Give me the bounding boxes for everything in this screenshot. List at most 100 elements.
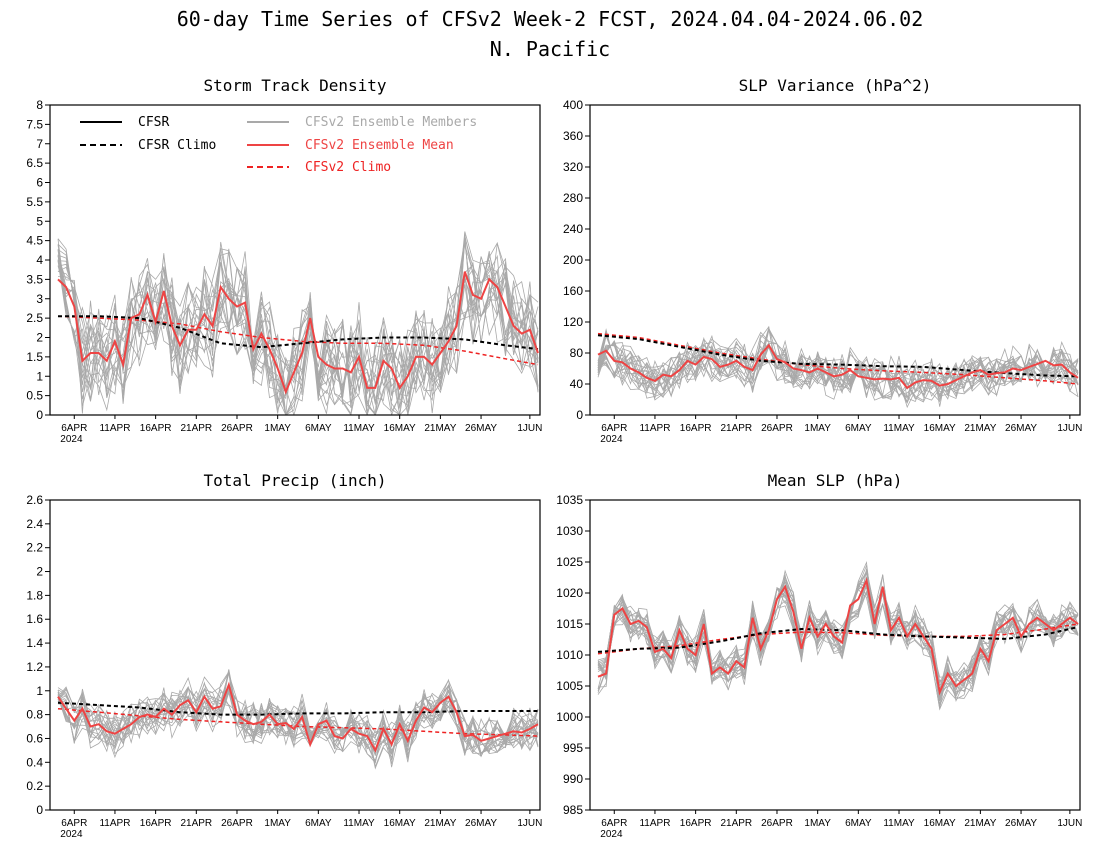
ensemble-member-line xyxy=(597,574,1079,703)
y-tick-label: 2.6 xyxy=(26,493,43,507)
y-tick-label: 0.4 xyxy=(26,755,43,769)
y-tick-label: 0.6 xyxy=(26,731,43,745)
legend-cfsr-label: CFSR xyxy=(138,115,169,130)
ensemble-member-line xyxy=(597,344,1079,398)
x-tick-label: 16APR xyxy=(140,818,172,829)
y-tick-label: 1035 xyxy=(556,493,583,507)
ensemble-member-line xyxy=(597,573,1079,701)
y-tick-label: 5 xyxy=(36,214,43,228)
x-tick-label: 1JUN xyxy=(1057,818,1082,829)
x-tick-label: 21MAY xyxy=(964,423,996,434)
y-tick-label: 2.5 xyxy=(26,311,43,325)
x-tick-label: 1JUN xyxy=(517,423,542,434)
cfsv2-climo-line xyxy=(597,332,1079,385)
x-tick-label: 11MAY xyxy=(883,818,915,829)
chart-panel-3: Total Precip (inch) 0 0.2 0.4 0.6 0.8 1 1.2 1.4 1… xyxy=(26,471,542,840)
y-tick-label: 2.4 xyxy=(26,517,43,531)
ensemble-mean-line xyxy=(597,343,1079,390)
y-tick-label: 1 xyxy=(36,369,43,383)
ensemble-mean-line xyxy=(57,271,539,395)
x-tick-label: 21MAY xyxy=(424,818,456,829)
y-tick-label: 1025 xyxy=(556,555,583,569)
chart-panel-4: Mean SLP (hPa) 985 990 995 1000 1005 1010 1015 1… xyxy=(556,471,1082,840)
ensemble-members xyxy=(597,560,1079,711)
ensemble-member-line xyxy=(57,239,539,415)
x-tick-label: 1MAY xyxy=(264,818,291,829)
x-tick-label: 21APR xyxy=(180,423,212,434)
y-tick-label: 1.6 xyxy=(26,612,43,626)
x-tick-label: 26MAY xyxy=(1005,423,1037,434)
x-tick-label: 26APR xyxy=(221,423,253,434)
x-tick-label: 6MAY xyxy=(305,818,332,829)
x-tick-label: 1MAY xyxy=(804,423,831,434)
ensemble-member-line xyxy=(57,679,539,758)
panel-title: SLP Variance (hPa^2) xyxy=(739,76,932,95)
y-tick-label: 360 xyxy=(563,129,583,143)
x-tick-label: 16MAY xyxy=(924,818,956,829)
x-tick-label: 1MAY xyxy=(264,423,291,434)
y-tick-label: 7 xyxy=(36,137,43,151)
y-tick-label: 0 xyxy=(36,408,43,422)
x-year-label: 2024 xyxy=(60,829,83,840)
cfsv2-climo-line xyxy=(57,315,539,366)
y-tick-label: 0.8 xyxy=(26,708,43,722)
ensemble-member-line xyxy=(597,328,1079,404)
ensemble-member-line xyxy=(57,685,539,763)
ensemble-member-line xyxy=(57,233,539,415)
x-tick-label: 26APR xyxy=(761,818,793,829)
x-tick-label: 6APR xyxy=(61,818,87,829)
y-tick-label: 8 xyxy=(36,98,43,112)
y-tick-label: 0.5 xyxy=(26,389,43,403)
x-tick-label: 6APR xyxy=(601,423,627,434)
plot-frame xyxy=(589,499,1081,811)
panel-title: Mean SLP (hPa) xyxy=(768,471,903,490)
y-tick-label: 80 xyxy=(570,346,584,360)
ensemble-member-line xyxy=(597,568,1079,709)
y-tick-label: 1.8 xyxy=(26,588,43,602)
y-tick-label: 995 xyxy=(563,741,583,755)
x-tick-label: 21APR xyxy=(720,818,752,829)
x-tick-label: 21MAY xyxy=(424,423,456,434)
ensemble-members xyxy=(597,325,1079,409)
ensemble-member-line xyxy=(57,684,539,761)
y-tick-label: 3 xyxy=(36,292,43,306)
ensemble-member-line xyxy=(57,243,539,414)
x-tick-label: 26APR xyxy=(221,818,253,829)
y-tick-label: 400 xyxy=(563,98,583,112)
x-tick-label: 21MAY xyxy=(964,818,996,829)
cfsr-climo-line xyxy=(57,701,538,716)
x-tick-label: 6MAY xyxy=(305,423,332,434)
y-tick-label: 1015 xyxy=(556,617,583,631)
y-tick-label: 6 xyxy=(36,176,43,190)
y-tick-label: 0 xyxy=(576,408,583,422)
x-tick-label: 26APR xyxy=(761,423,793,434)
x-tick-label: 16MAY xyxy=(924,423,956,434)
y-tick-label: 40 xyxy=(570,377,584,391)
x-tick-label: 21APR xyxy=(180,818,212,829)
y-tick-label: 1005 xyxy=(556,679,583,693)
ensemble-mean-line xyxy=(57,681,539,753)
y-tick-label: 1020 xyxy=(556,586,583,600)
y-tick-label: 2 xyxy=(36,565,43,579)
x-tick-label: 11APR xyxy=(99,423,130,434)
y-tick-label: 320 xyxy=(563,160,583,174)
chart-panels: Storm Track Density 0 0.5 1 1.5 2 2.5 3 3.5 4 4.5 5… xyxy=(26,76,1082,840)
y-tick-label: 0 xyxy=(36,803,43,817)
y-tick-label: 4.5 xyxy=(26,234,43,248)
ensemble-member-line xyxy=(597,585,1079,707)
x-tick-label: 16MAY xyxy=(384,423,416,434)
x-tick-label: 11APR xyxy=(99,818,130,829)
legend-mean-label: CFSv2 Ensemble Mean xyxy=(305,138,454,153)
x-tick-label: 21APR xyxy=(720,423,752,434)
x-tick-label: 6MAY xyxy=(845,423,872,434)
x-tick-label: 26MAY xyxy=(465,818,497,829)
y-tick-label: 1000 xyxy=(556,710,583,724)
legend: CFSR CFSR Climo CFSv2 Ensemble Members CFSv… xyxy=(80,115,477,175)
y-tick-label: 280 xyxy=(563,191,583,205)
y-tick-label: 1.2 xyxy=(26,660,43,674)
legend-members-label: CFSv2 Ensemble Members xyxy=(305,115,477,130)
y-tick-label: 1 xyxy=(36,684,43,698)
x-tick-label: 16APR xyxy=(680,423,712,434)
x-tick-label: 11MAY xyxy=(883,423,915,434)
